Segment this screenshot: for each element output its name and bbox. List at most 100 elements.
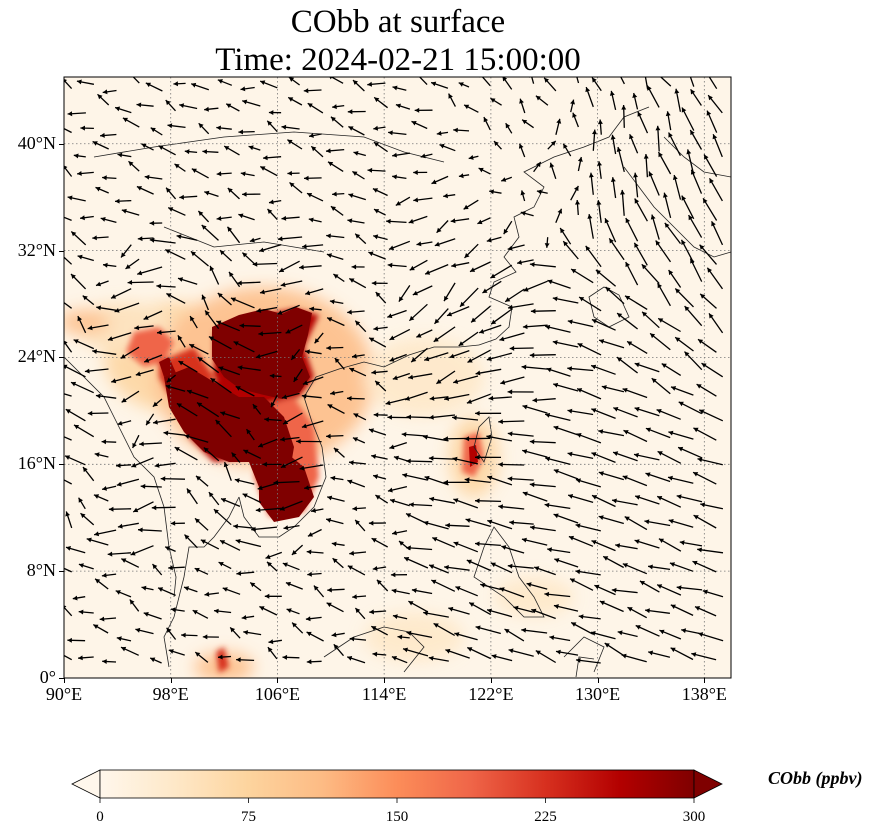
wind-vector-head (659, 629, 665, 635)
wind-vector-head (115, 590, 121, 595)
colorbar-tick-label: 150 (386, 809, 409, 825)
wind-vector-head (168, 207, 174, 212)
wind-vector-head (305, 349, 310, 355)
wind-vector-head (545, 324, 551, 330)
wind-vector-head (576, 433, 582, 438)
wind-vector-shaft (481, 77, 491, 87)
wind-vector-head (554, 558, 560, 563)
wind-vector-head (353, 151, 359, 156)
wind-vector-head (333, 644, 339, 650)
wind-vector-head (326, 233, 331, 239)
wind-vector-head (195, 518, 200, 524)
wind-vector-head (353, 413, 359, 418)
wind-vector-head (613, 407, 619, 412)
wind-vector-head (213, 509, 219, 514)
wind-vector-head (125, 264, 131, 269)
wind-vector-head (239, 323, 245, 329)
wind-vector-head (644, 519, 650, 525)
wind-vector-head (405, 396, 410, 401)
wind-vector-head (143, 315, 149, 320)
colorbar-tick-label: 0 (96, 809, 104, 825)
wind-vector-head (258, 331, 263, 337)
wind-vector-head (577, 388, 583, 393)
wind-vector-head (623, 430, 629, 435)
y-tick-mark (59, 464, 64, 466)
wind-vector-head (663, 192, 668, 198)
wind-vector-head (347, 565, 353, 570)
wind-vector-head (301, 393, 307, 399)
wind-vector-head (395, 103, 401, 109)
wind-vector-head (479, 329, 485, 334)
wind-vector-head (434, 241, 440, 247)
wind-vector-head (265, 554, 271, 560)
wind-vector-head (303, 88, 309, 94)
wind-vector-head (375, 495, 381, 500)
wind-vector-head (100, 217, 106, 222)
wind-vector-shaft (576, 77, 580, 84)
chart-subtitle-time: Time: 2024-02-21 15:00:00 (215, 42, 581, 78)
wind-vector-head (260, 289, 265, 295)
wind-vector-head (475, 370, 481, 376)
wind-vector-head (121, 558, 127, 563)
wind-vector-head (507, 245, 513, 251)
wind-vector-head (453, 379, 459, 384)
wind-vector-head (467, 358, 473, 363)
wind-vector-head (95, 578, 101, 584)
wind-vector-head (429, 496, 435, 502)
wind-vector-head (487, 475, 493, 481)
wind-vector-head (450, 218, 456, 224)
wind-vector-head (92, 235, 97, 241)
wind-vector-head (313, 585, 319, 591)
wind-vector-head (307, 103, 313, 108)
wind-vector-head (643, 154, 649, 159)
wind-vector-head (460, 301, 465, 307)
wind-vector-head (117, 523, 123, 529)
wind-vector-head (287, 139, 293, 145)
wind-vector-head (306, 549, 312, 555)
wind-vector-head (445, 522, 450, 528)
wind-vector-head (412, 290, 418, 296)
wind-vector-head (328, 161, 334, 167)
wind-vector-head (522, 404, 528, 410)
wind-vector-head (204, 190, 210, 196)
wind-vector-shaft (330, 77, 344, 84)
wind-vector-head (187, 389, 192, 395)
x-tick-mark (704, 678, 706, 683)
wind-vector-head (591, 364, 597, 370)
wind-vector-head (645, 472, 651, 478)
x-tick-label: 130°E (574, 684, 621, 704)
wind-vector-head (675, 288, 681, 294)
wind-vector-head (690, 258, 695, 264)
wind-vector-head (55, 651, 60, 655)
wind-vector-head (179, 103, 185, 108)
wind-vector-head (465, 518, 471, 523)
wind-vector-head (587, 214, 593, 219)
wind-vector-head (143, 612, 149, 617)
wind-vector-shaft (64, 436, 72, 441)
wind-vector-head (486, 237, 492, 243)
wind-vector-head (592, 77, 597, 83)
wind-vector-head (409, 502, 414, 508)
wind-vector-head (681, 628, 687, 634)
wind-vector-head (184, 149, 190, 155)
wind-vector-head (411, 121, 417, 126)
wind-vector-head (195, 652, 201, 657)
wind-vector-head (393, 455, 399, 461)
wind-vector-head (621, 653, 627, 659)
wind-vector-head (371, 538, 377, 543)
wind-vector-head (433, 623, 439, 628)
wind-vector-head (158, 145, 164, 150)
wind-vector-head (522, 449, 528, 454)
wind-vector-head (521, 537, 527, 543)
wind-vector-shaft (64, 216, 72, 222)
wind-vector-head (571, 269, 577, 274)
wind-vector-head (216, 125, 221, 131)
wind-vector-head (557, 208, 563, 214)
wind-vector-head (443, 479, 448, 485)
wind-vector-head (571, 622, 577, 627)
wind-vector-head (475, 498, 480, 504)
wind-vector-shaft (531, 77, 535, 84)
wind-vector-head (352, 506, 358, 512)
wind-vector-head (78, 563, 84, 568)
wind-vector-head (611, 587, 617, 593)
